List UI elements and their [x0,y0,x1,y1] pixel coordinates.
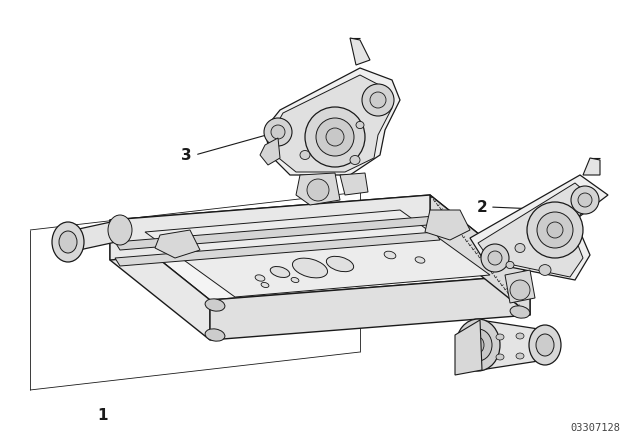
Ellipse shape [510,280,530,300]
Ellipse shape [547,222,563,238]
Ellipse shape [59,231,77,253]
Ellipse shape [456,319,500,371]
Ellipse shape [52,222,84,262]
Ellipse shape [578,193,592,207]
Polygon shape [470,175,608,280]
Polygon shape [110,195,530,300]
Polygon shape [110,220,210,340]
Ellipse shape [488,251,502,265]
Polygon shape [155,230,200,258]
Ellipse shape [205,299,225,311]
Polygon shape [272,75,392,172]
Polygon shape [478,183,595,277]
Text: 2: 2 [476,199,487,215]
Polygon shape [115,216,440,250]
Ellipse shape [529,325,561,365]
Ellipse shape [539,265,551,276]
Ellipse shape [326,128,344,146]
Polygon shape [425,210,470,240]
Polygon shape [350,38,370,65]
Ellipse shape [496,334,504,340]
Polygon shape [455,320,482,375]
Polygon shape [115,232,440,266]
Ellipse shape [481,244,509,272]
Ellipse shape [510,274,530,286]
Ellipse shape [362,84,394,116]
Ellipse shape [264,118,292,146]
Ellipse shape [108,215,132,245]
Ellipse shape [307,179,329,201]
Ellipse shape [326,256,354,271]
Text: 1: 1 [97,408,108,422]
Ellipse shape [571,186,599,214]
Ellipse shape [270,267,290,277]
Ellipse shape [536,334,554,356]
Ellipse shape [291,277,299,283]
Polygon shape [145,210,490,297]
Polygon shape [430,195,530,315]
Polygon shape [505,270,535,303]
Ellipse shape [527,202,583,258]
Ellipse shape [516,353,524,359]
Ellipse shape [515,244,525,253]
Ellipse shape [370,92,386,108]
Ellipse shape [464,329,492,361]
Ellipse shape [472,337,484,353]
Polygon shape [583,158,600,175]
Ellipse shape [305,107,365,167]
Ellipse shape [356,121,364,129]
Ellipse shape [261,282,269,288]
Ellipse shape [496,354,504,360]
Polygon shape [210,275,530,340]
Text: 3: 3 [181,147,192,163]
Ellipse shape [316,118,354,156]
Polygon shape [296,173,340,205]
Ellipse shape [384,251,396,259]
Ellipse shape [537,212,573,248]
Ellipse shape [506,261,514,269]
Polygon shape [265,68,400,175]
Ellipse shape [271,125,285,139]
Polygon shape [480,320,545,370]
Ellipse shape [292,258,328,278]
Ellipse shape [516,333,524,339]
Ellipse shape [415,257,425,263]
Ellipse shape [510,306,530,318]
Ellipse shape [350,155,360,164]
Polygon shape [65,220,125,252]
Ellipse shape [300,151,310,159]
Polygon shape [110,195,430,260]
Ellipse shape [255,275,265,281]
Polygon shape [340,173,368,195]
Ellipse shape [205,329,225,341]
Text: 03307128: 03307128 [570,423,620,433]
Polygon shape [260,138,280,165]
